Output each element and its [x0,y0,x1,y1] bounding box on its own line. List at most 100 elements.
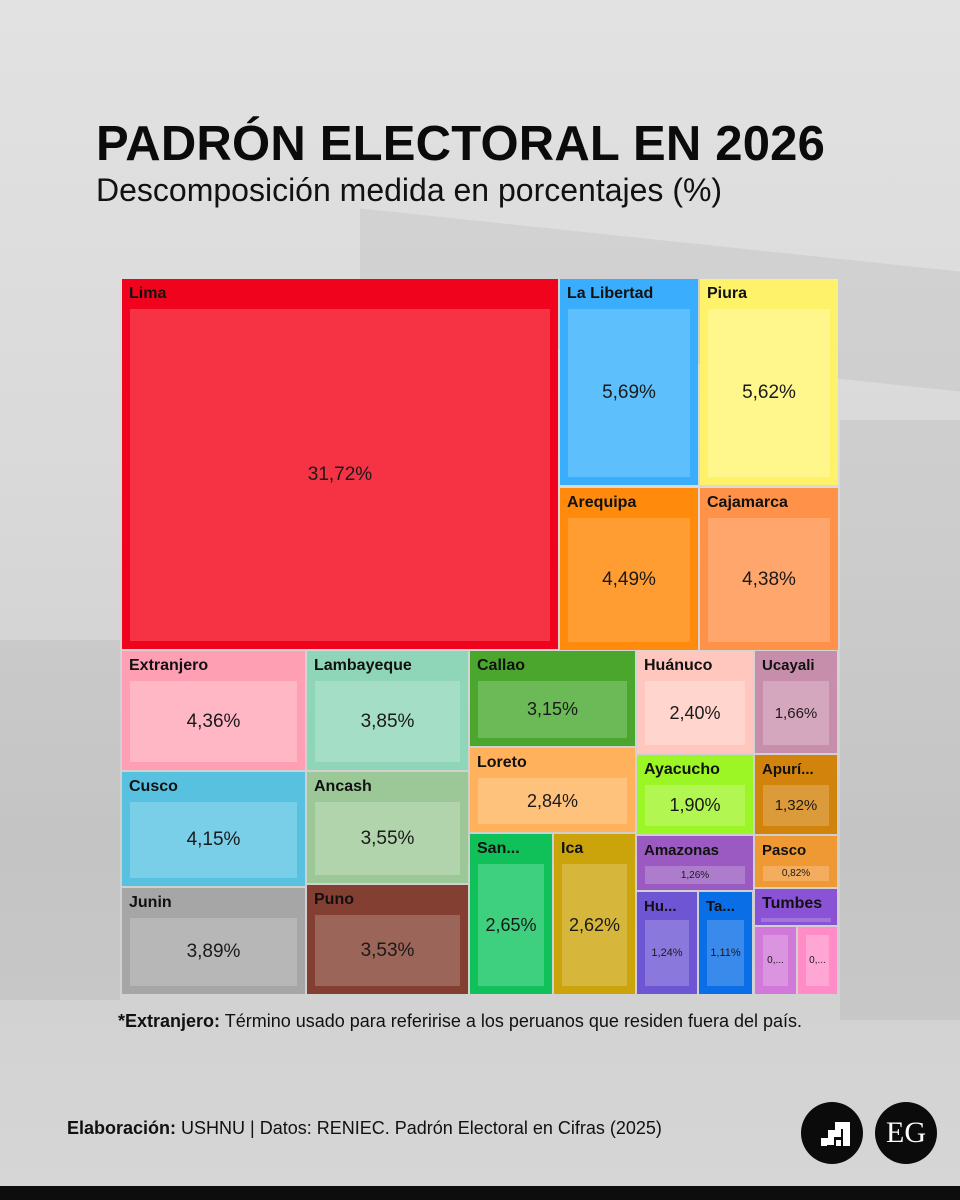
treemap-cell: Ica 2,62% [554,834,635,994]
treemap-cell-inner: 4,36% [130,681,297,762]
treemap-cell-value: 1,26% [680,869,710,881]
treemap-cell-value: 2,62% [568,914,621,935]
treemap-cell-value: 2,84% [526,790,579,811]
treemap-cell: Lambayeque 3,85% [307,651,468,770]
treemap-cell: Apurí... 1,32% [755,755,837,834]
chart-subtitle: Descomposición medida en porcentajes (%) [96,172,723,208]
footnote: *Extranjero: Término usado para referiri… [118,1010,848,1032]
ushnu-logo-icon-glyph [814,1122,850,1146]
treemap-cell-label: Piura [707,285,748,302]
treemap-cell-value: 0,... [767,955,784,966]
treemap-cell-inner: 1,66% [763,681,829,745]
treemap-cell-label: Huánuco [644,657,713,674]
treemap-cell-inner: 3,85% [315,681,460,762]
treemap-cell-value: 0,... [809,955,826,966]
treemap-cell: Callao 3,15% [470,651,635,746]
treemap-cell-inner: 1,24% [645,920,689,986]
treemap-cell-inner: 3,15% [478,681,627,738]
treemap-cell-inner: 2,40% [645,681,745,745]
treemap-cell-value: 1,32% [774,797,818,814]
treemap-cell-label: Tumbes [762,895,823,912]
treemap-cell: La Libertad 5,69% [560,279,698,485]
treemap-cell-inner: 0,... [763,935,788,986]
credit-label: Elaboración: [67,1118,177,1138]
ushnu-logo-icon [801,1102,863,1164]
treemap-cell-inner [761,918,831,922]
treemap-cell-label: Lima [129,285,167,302]
treemap-cell-inner: 4,38% [708,518,830,642]
bottom-bar [0,1186,960,1200]
treemap-cell-value: 3,53% [360,939,415,961]
treemap-cell-inner: 0,82% [763,866,829,881]
treemap-cell-inner: 1,26% [645,866,745,884]
treemap-cell-inner: 2,84% [478,778,627,824]
footnote-label: *Extranjero: [118,1011,221,1031]
treemap-cell-inner: 3,53% [315,915,460,986]
footnote-text: Término usado para referirise a los peru… [220,1011,803,1031]
treemap-cell-inner: 2,62% [562,864,627,986]
treemap-cell-value: 31,72% [307,464,373,485]
treemap-cell: Amazonas 1,26% [637,836,753,890]
treemap-cell-label: La Libertad [567,285,654,302]
treemap-cell: Junin 3,89% [122,888,305,994]
treemap-cell: 0,... [755,927,796,994]
treemap-cell-value: 3,89% [186,941,241,962]
credit-text: USHNU | Datos: RENIEC. Padrón Electoral … [176,1118,662,1138]
treemap-cell: Lima 31,72% [122,279,558,649]
treemap-cell-label: Apurí... [762,761,814,778]
treemap-cell-label: Ta... [706,898,735,915]
treemap-cell-value: 4,36% [186,710,241,732]
treemap-cell: Huánuco 2,40% [637,651,753,753]
treemap-cell: San... 2,65% [470,834,552,994]
treemap-cell-inner: 1,90% [645,785,745,826]
treemap-cell: Ancash 3,55% [307,772,468,883]
treemap-cell-label: Callao [477,657,526,674]
treemap-cell-label: Puno [314,891,354,908]
treemap-cell: Ayacucho 1,90% [637,755,753,834]
treemap-cell: Loreto 2,84% [470,748,635,832]
treemap-cell-label: Lambayeque [314,657,412,674]
treemap-cell-value: 0,82% [781,868,811,879]
treemap-cell-inner: 1,32% [763,785,829,826]
treemap-cell-label: Amazonas [644,842,720,859]
treemap-cell-inner: 31,72% [130,309,550,641]
treemap-cell: Ucayali 1,66% [755,651,837,753]
treemap-cell-inner: 3,55% [315,802,460,875]
treemap-cell-inner: 4,49% [568,518,690,642]
treemap-cell-value: 1,11% [710,947,741,959]
treemap-cell: Cajamarca 4,38% [700,488,838,650]
treemap-cell-inner: 1,11% [707,920,744,986]
chart-title: PADRÓN ELECTORAL EN 2026 [96,117,826,171]
treemap-cell-inner: 3,89% [130,918,297,986]
treemap-cell-inner: 4,15% [130,802,297,878]
treemap-cell: Extranjero 4,36% [122,651,305,770]
treemap-cell-inner: 5,69% [568,309,690,477]
treemap-cell-label: Cusco [129,778,178,795]
treemap-cell-label: Cajamarca [707,494,788,511]
treemap-cell-inner: 5,62% [708,309,830,477]
treemap-cell-label: Ica [561,840,584,857]
treemap-cell-label: Loreto [477,754,527,771]
treemap-cell: Pasco 0,82% [755,836,837,887]
treemap-cell-label: Ayacucho [644,761,720,778]
treemap-cell: Arequipa 4,49% [560,488,698,650]
treemap-cell-value: 3,55% [360,827,415,849]
treemap-cell-value: 1,66% [774,704,818,722]
treemap-cell: Tumbes [755,889,837,925]
treemap-cell: Puno 3,53% [307,885,468,994]
treemap-cell: Ta... 1,11% [699,892,752,994]
treemap-cell-label: San... [477,840,520,857]
treemap-cell: Piura 5,62% [700,279,838,485]
treemap-cell-value: 4,15% [186,829,241,850]
treemap-cell-label: Pasco [762,842,807,859]
treemap-cell-label: Extranjero [129,657,209,674]
treemap-cell-value: 2,65% [485,914,537,935]
treemap-cell-label: Hu... [644,898,677,915]
treemap-cell-inner: 0,... [806,935,829,986]
treemap-cell-value: 5,69% [602,382,656,403]
treemap-cell-value: 4,49% [602,569,656,590]
treemap-cell-value: 4,38% [742,569,796,590]
treemap-cell: Hu... 1,24% [637,892,697,994]
treemap-cell-inner: 2,65% [478,864,544,986]
